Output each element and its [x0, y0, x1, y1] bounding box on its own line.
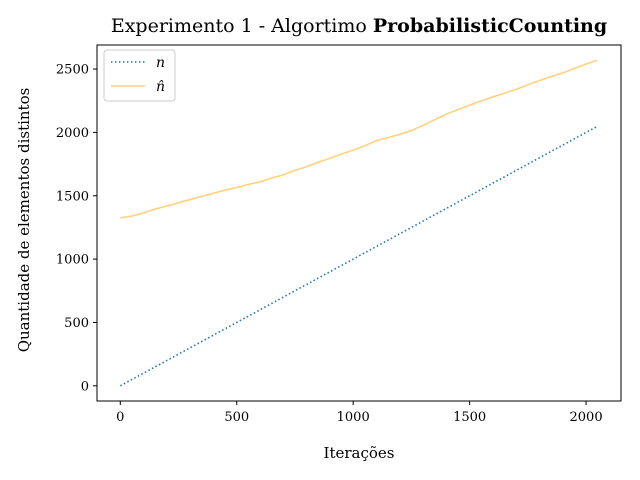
- legend-label-n: n: [156, 55, 165, 71]
- series-line-0: [119, 125, 598, 387]
- y-ticks: 0 500 1000 1500 2000 2500: [56, 63, 97, 394]
- x-tick-label: 500: [224, 410, 249, 425]
- series-layer: [119, 59, 598, 387]
- legend-label-n-hat: n̂: [156, 79, 165, 95]
- series-line-1: [120, 59, 598, 219]
- x-tick-label: 2000: [570, 410, 603, 425]
- legend: n n̂: [103, 49, 176, 102]
- y-tick-label: 0: [81, 379, 89, 394]
- y-tick-label: 500: [64, 316, 89, 331]
- y-tick-label: 2000: [56, 126, 89, 141]
- x-tick-label: 0: [116, 410, 124, 425]
- plot-frame: [96, 44, 622, 402]
- chart-title-prefix: Experimento 1 - Algortimo: [111, 15, 373, 37]
- chart-title: Experimento 1 - Algortimo ProbabilisticC…: [111, 15, 607, 37]
- x-axis-label: Iterações: [324, 444, 395, 462]
- x-tick-label: 1500: [453, 410, 486, 425]
- legend-box: [103, 49, 176, 102]
- x-ticks: 0 500 1000 1500 2000: [116, 401, 603, 425]
- chart-title-bold: ProbabilisticCounting: [373, 15, 607, 37]
- y-axis-label: Quantidade de elementos distintos: [15, 88, 33, 353]
- y-tick-label: 2500: [56, 63, 89, 78]
- y-tick-label: 1000: [56, 253, 89, 268]
- y-tick-label: 1500: [56, 189, 89, 204]
- x-tick-label: 1000: [337, 410, 370, 425]
